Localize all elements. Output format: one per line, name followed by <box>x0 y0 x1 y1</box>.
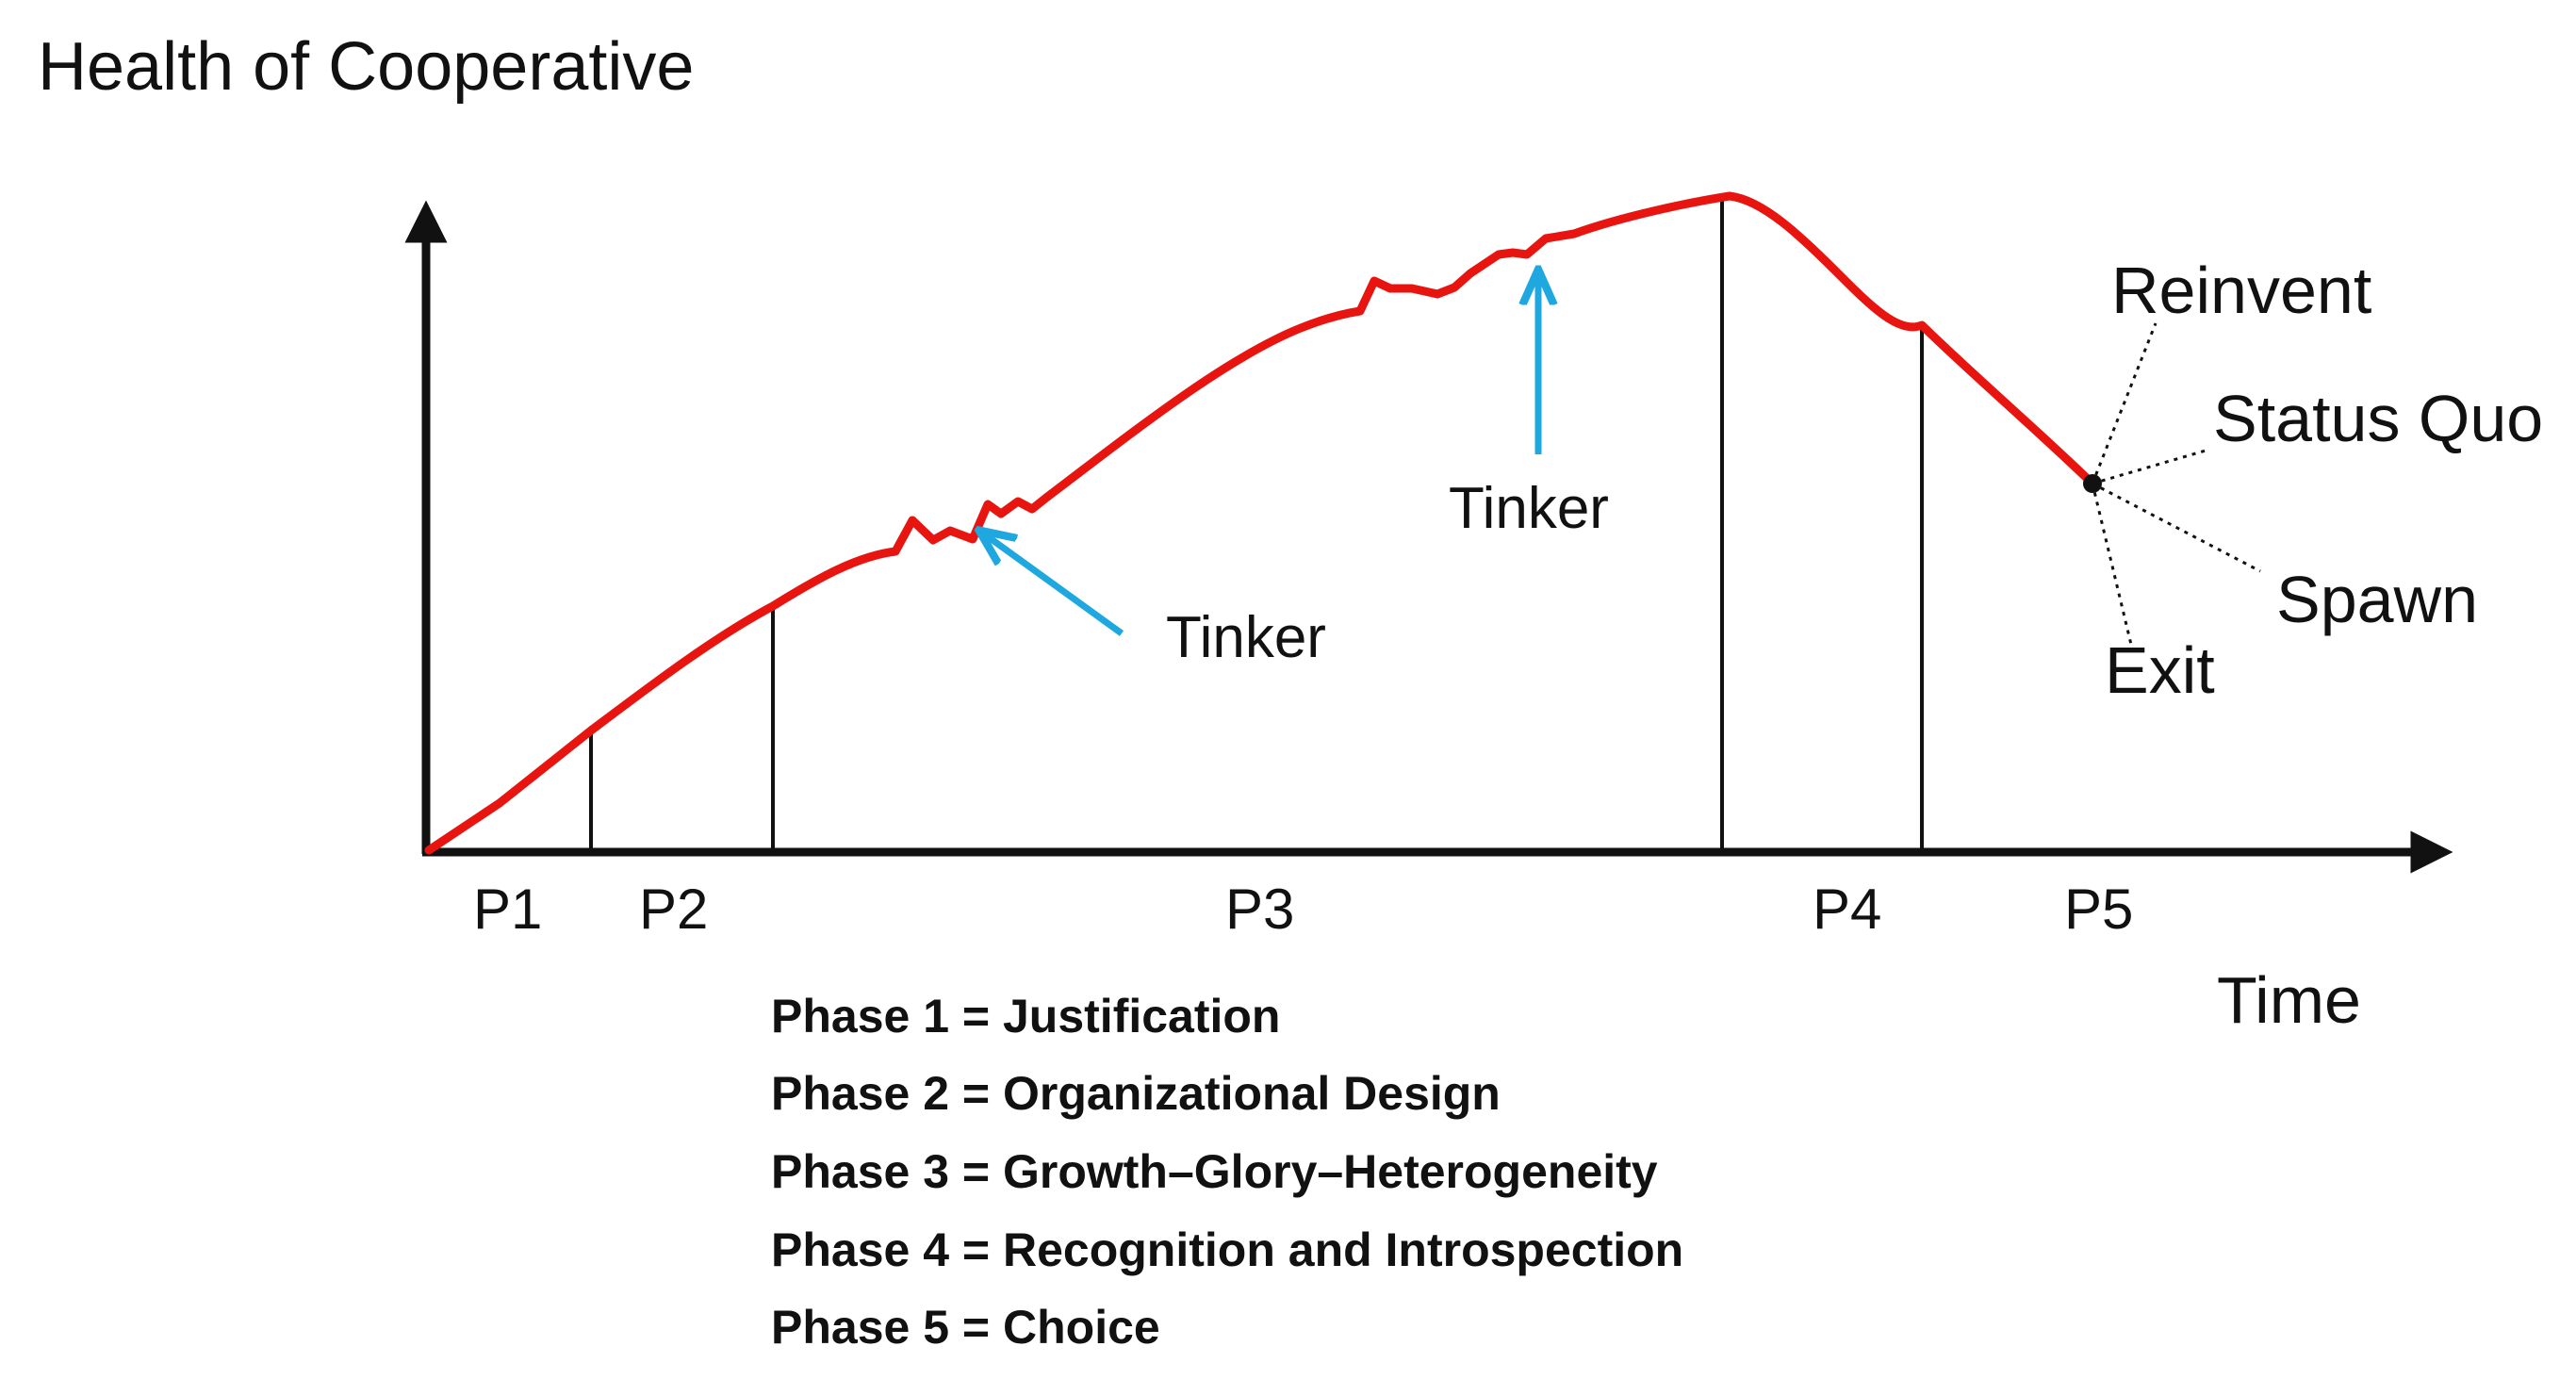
spawn-line <box>2092 482 2261 573</box>
legend-item-phase-5: Phase 5 = Choice <box>771 1301 1160 1354</box>
phase-label-p5: P5 <box>2064 878 2133 941</box>
outcome-reinvent: Reinvent <box>2111 254 2371 327</box>
phase-label-p2: P2 <box>639 878 708 941</box>
legend-item-phase-3: Phase 3 = Growth–Glory–Heterogeneity <box>771 1145 1658 1198</box>
phase-label-p3: P3 <box>1225 878 1294 941</box>
outcome-spawn: Spawn <box>2276 563 2478 636</box>
phase-label-p4: P4 <box>1813 878 1881 941</box>
phase-legend: Phase 1 = Justification Phase 2 = Organi… <box>771 990 1683 1354</box>
tinker-label-1: Tinker <box>1166 605 1326 670</box>
phase-label-p1: P1 <box>473 878 542 941</box>
legend-item-phase-1: Phase 1 = Justification <box>771 990 1280 1042</box>
legend-item-phase-2: Phase 2 = Organizational Design <box>771 1067 1501 1120</box>
status-quo-line <box>2092 449 2207 485</box>
tinker-arrow-1 <box>982 533 1124 636</box>
x-axis-label: Time <box>2217 963 2361 1037</box>
outcome-exit: Exit <box>2105 633 2215 707</box>
legend-item-phase-4: Phase 4 = Recognition and Introspection <box>771 1223 1683 1276</box>
health-curve <box>424 191 2097 855</box>
outcome-status-quo: Status Quo <box>2213 382 2543 455</box>
tinker-label-2: Tinker <box>1449 476 1609 541</box>
exit-line <box>2091 483 2134 649</box>
reinvent-line <box>2091 322 2158 484</box>
diagram-title: Health of Cooperative <box>38 29 694 105</box>
